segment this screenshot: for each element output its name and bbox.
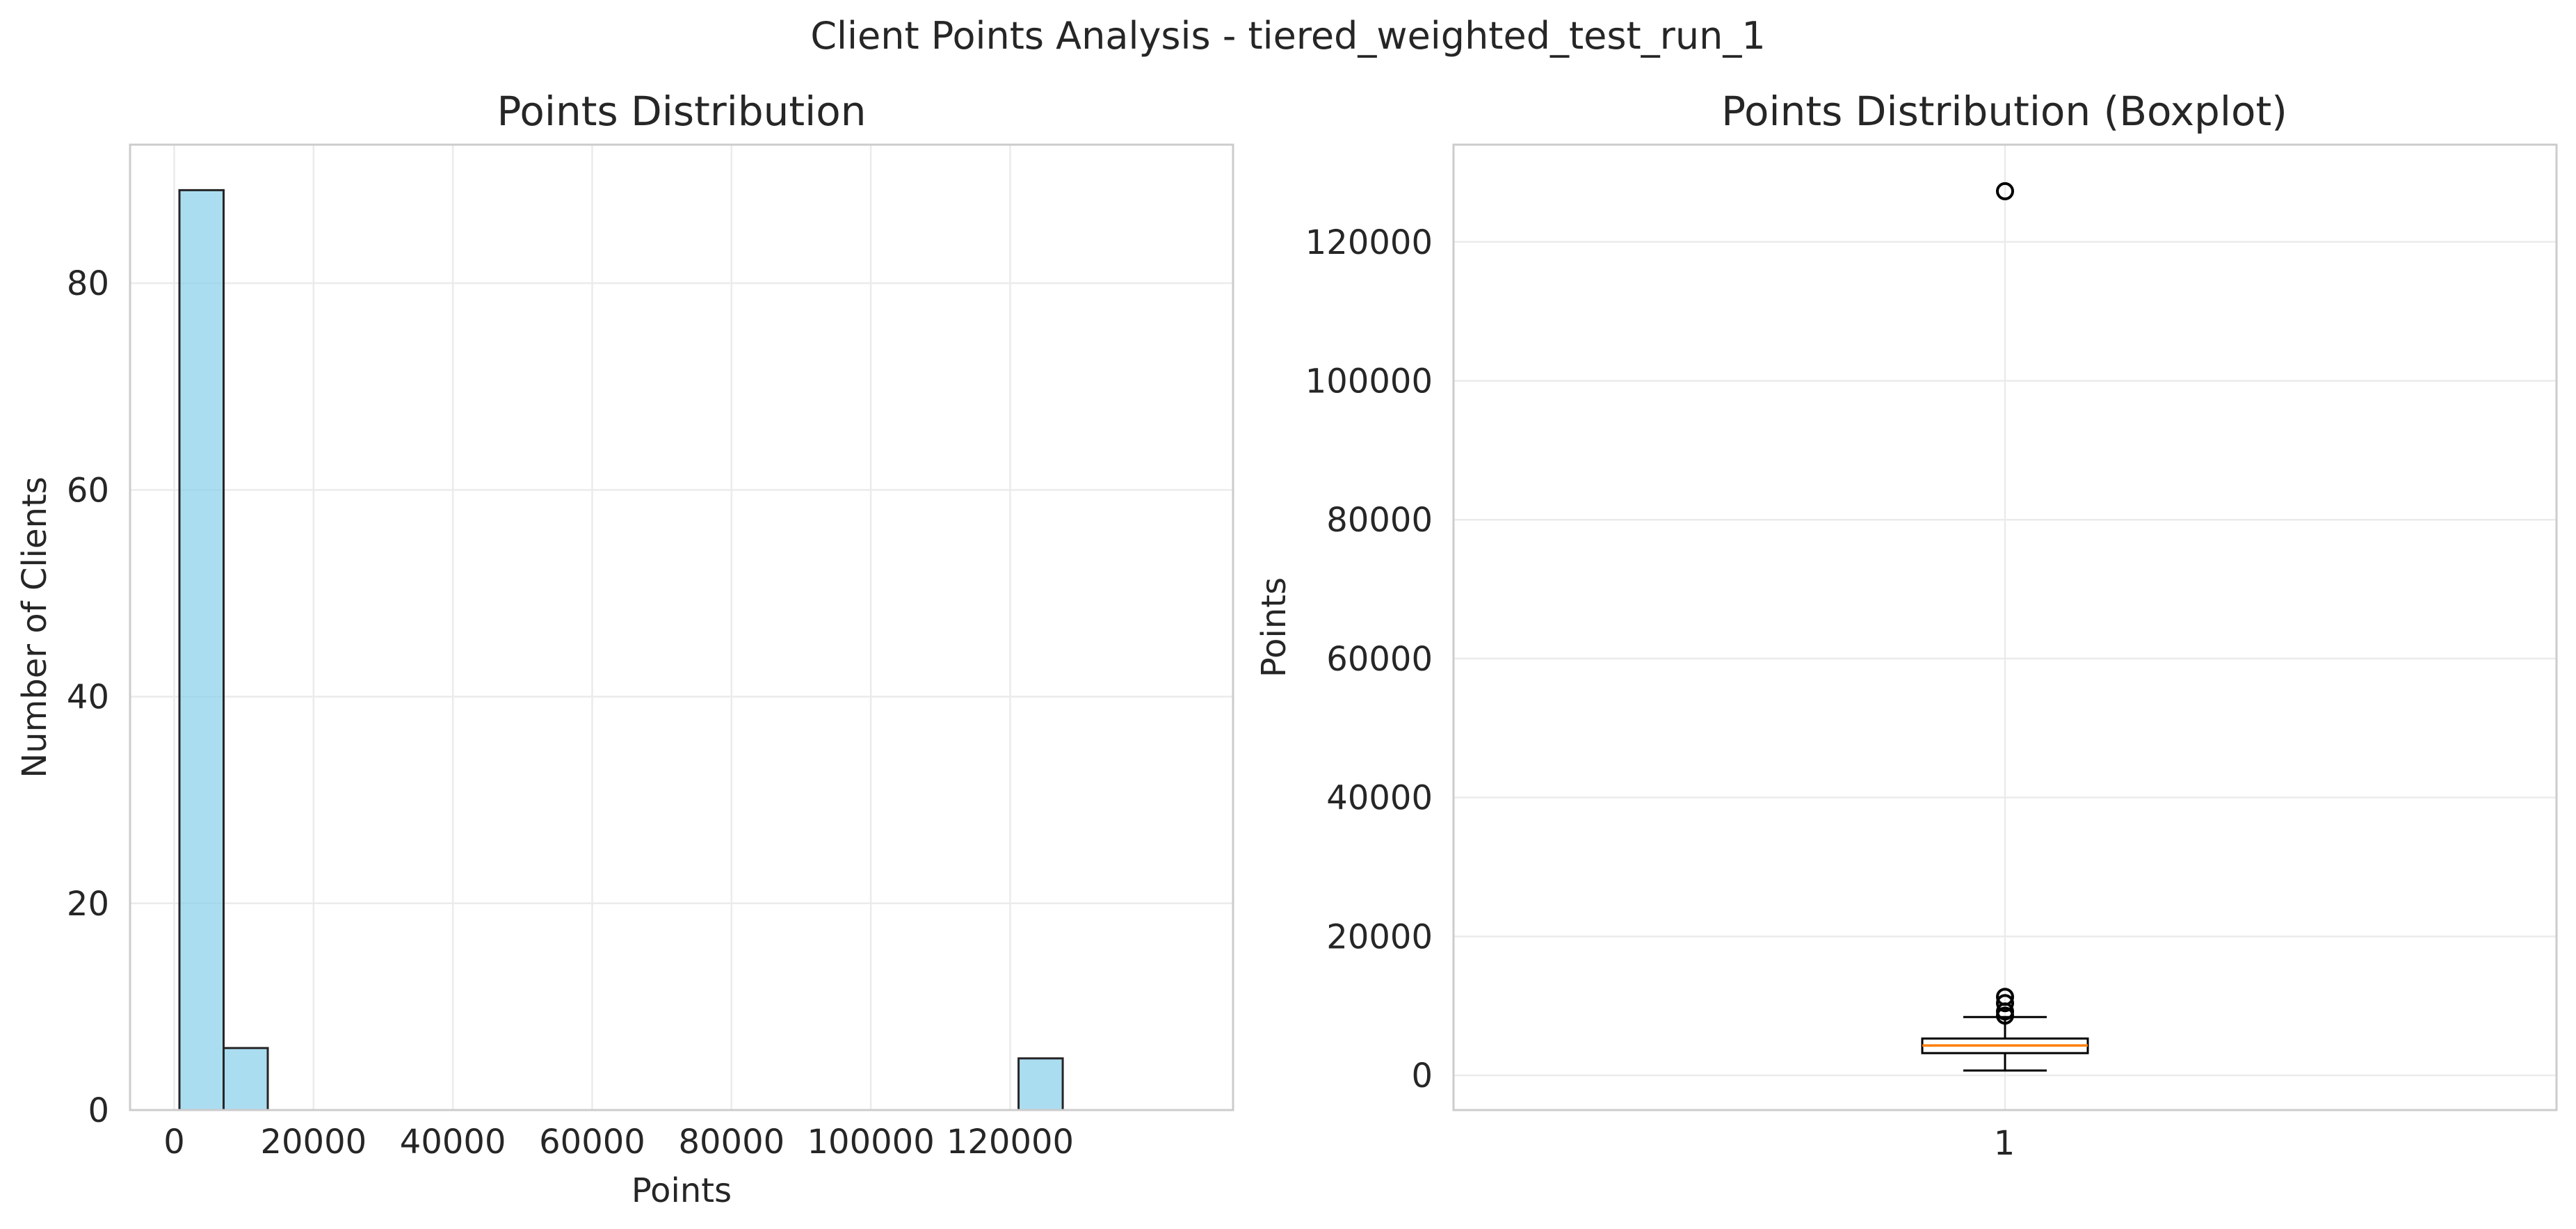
histogram-frame (129, 143, 1234, 1111)
boxplot-panel: 0 20000 40000 60000 80000 100000 120000 1 Poin… (1255, 88, 2558, 1163)
boxplot-frame (1452, 143, 2558, 1111)
histogram-bar (223, 1047, 269, 1111)
boxplot-title: Points Distribution (Boxplot) (1721, 88, 2287, 135)
histogram-y-axis-label: Number of Clients (15, 476, 54, 778)
histogram-bar (178, 188, 225, 1111)
boxplot-outlier-point (1996, 988, 2014, 1006)
boxplot-outlier-point (1996, 182, 2014, 200)
histogram-x-tick-label: 40000 (400, 1123, 506, 1162)
boxplot-y-tick-labels: 0 20000 40000 60000 80000 100000 120000 (1305, 223, 1433, 1095)
boxplot-y-tick-label: 0 (1411, 1057, 1433, 1095)
histogram-y-tick-label: 80 (67, 264, 109, 303)
boxplot-y-tick-label: 60000 (1326, 640, 1433, 679)
boxplot-outlier-point (1996, 994, 2014, 1013)
histogram-title: Points Distribution (497, 88, 866, 135)
histogram-y-tick-labels: 0 20 40 60 80 (67, 264, 109, 1130)
boxplot-gridlines (1454, 145, 2557, 1110)
histogram-x-tick-label: 20000 (260, 1123, 367, 1162)
histogram-bar (1017, 1057, 1064, 1111)
histogram-x-tick-label: 0 (163, 1123, 185, 1162)
histogram-x-tick-label: 60000 (539, 1123, 645, 1162)
boxplot-y-tick-label: 20000 (1326, 917, 1433, 956)
boxplot-y-tick-label: 120000 (1305, 223, 1433, 262)
histogram-x-tick-labels: 0 20000 40000 60000 80000 100000 120000 (163, 1123, 1074, 1162)
histogram-x-tick-label: 80000 (678, 1123, 784, 1162)
boxplot-y-tick-label: 100000 (1305, 362, 1433, 401)
boxplot-y-tick-label: 40000 (1326, 779, 1433, 818)
histogram-y-tick-label: 0 (88, 1091, 109, 1130)
histogram-y-tick-label: 20 (67, 885, 109, 924)
histogram-y-tick-label: 40 (67, 678, 109, 717)
boxplot-y-tick-label: 80000 (1326, 501, 1433, 540)
histogram-x-tick-label: 100000 (807, 1123, 935, 1162)
boxplot-x-tick-label: 1 (1994, 1124, 2015, 1163)
boxplot-y-axis-label: Points (1255, 577, 1294, 677)
boxplot-outliers (1996, 182, 2014, 1025)
histogram-x-axis-label: Points (631, 1171, 732, 1210)
figure-suptitle: Client Points Analysis - tiered_weighted… (810, 14, 1765, 58)
boxplot-body (1921, 1015, 2089, 1072)
histogram-plot-area (130, 145, 1233, 1110)
histogram-y-tick-label: 60 (67, 471, 109, 510)
histogram-panel: 0 20000 40000 60000 80000 100000 120000 0 20 40 6… (15, 88, 1234, 1210)
histogram-x-tick-label: 120000 (947, 1123, 1074, 1162)
histogram-bars (178, 188, 1064, 1111)
